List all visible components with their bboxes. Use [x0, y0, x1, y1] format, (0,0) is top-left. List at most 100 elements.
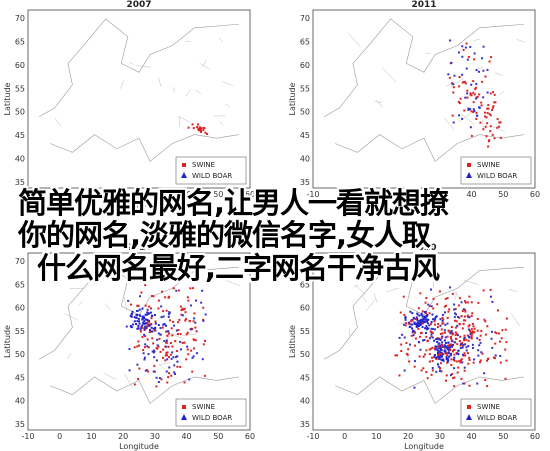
outbreak-point — [484, 125, 487, 128]
outbreak-point — [166, 334, 169, 337]
outbreak-point — [143, 328, 146, 331]
outbreak-point — [195, 352, 198, 355]
outbreak-point — [404, 318, 407, 321]
outbreak-point — [440, 359, 443, 362]
outbreak-point — [498, 332, 501, 335]
x-tick-label: 60 — [530, 190, 540, 199]
outbreak-point — [479, 121, 482, 124]
outbreak-point — [444, 331, 447, 334]
outbreak-point — [472, 111, 475, 114]
outbreak-point — [144, 335, 147, 338]
outbreak-point — [448, 343, 451, 346]
outbreak-point — [169, 342, 172, 345]
outbreak-point — [420, 369, 423, 372]
outbreak-point — [447, 351, 450, 354]
outbreak-point — [138, 367, 141, 370]
outbreak-point — [487, 357, 490, 360]
y-tick-label: 55 — [15, 84, 25, 93]
outbreak-point — [477, 106, 480, 109]
outbreak-point — [459, 361, 462, 364]
outbreak-point — [416, 319, 419, 322]
outbreak-point — [447, 73, 450, 76]
outbreak-point — [467, 345, 470, 348]
outbreak-point — [438, 350, 441, 353]
outbreak-point — [449, 352, 452, 355]
border — [473, 39, 480, 41]
outbreak-point — [463, 352, 466, 355]
outbreak-point — [469, 92, 472, 95]
outbreak-point — [130, 303, 133, 306]
outbreak-point — [470, 337, 473, 340]
outbreak-point — [436, 326, 439, 329]
y-tick-label: 55 — [300, 327, 310, 336]
outbreak-point — [412, 334, 415, 337]
y-tick-label: 50 — [15, 350, 25, 359]
outbreak-point — [470, 110, 473, 113]
outbreak-point — [475, 69, 478, 72]
outbreak-point — [445, 357, 448, 360]
outbreak-point — [446, 344, 449, 347]
outbreak-point — [426, 326, 429, 329]
outbreak-point — [419, 348, 422, 351]
outbreak-point — [394, 354, 397, 357]
outbreak-point — [445, 352, 448, 355]
outbreak-point — [186, 296, 189, 299]
outbreak-point — [465, 346, 468, 349]
outbreak-point — [470, 334, 473, 337]
outbreak-point — [457, 315, 460, 318]
outbreak-point — [488, 60, 491, 63]
map-panel: 2007 -10 0 10 20 30 40 50 60 35 40 45 50 55 60 65 70 Long… — [3, 0, 255, 209]
outbreak-point — [433, 355, 436, 358]
outbreak-point — [454, 326, 457, 329]
outbreak-point — [476, 114, 479, 117]
outbreak-point — [422, 339, 425, 342]
outbreak-point — [413, 344, 416, 347]
outbreak-point — [421, 310, 424, 313]
outbreak-point — [409, 310, 412, 313]
outbreak-point — [133, 346, 136, 349]
outbreak-point — [165, 339, 168, 342]
outbreak-point — [462, 308, 465, 311]
outbreak-point — [472, 325, 475, 328]
outbreak-point — [461, 327, 464, 330]
outbreak-point — [143, 320, 146, 323]
outbreak-point — [153, 314, 156, 317]
border — [64, 313, 78, 320]
outbreak-point — [498, 125, 501, 128]
outbreak-point — [459, 347, 462, 350]
outbreak-point — [175, 355, 178, 358]
outbreak-point — [475, 111, 478, 114]
y-tick-label: 35 — [15, 420, 25, 429]
outbreak-point — [435, 370, 438, 373]
outbreak-point — [434, 318, 437, 321]
outbreak-point — [492, 105, 495, 108]
border — [499, 91, 504, 96]
outbreak-point — [464, 96, 467, 99]
outbreak-point — [433, 320, 436, 323]
outbreak-point — [153, 327, 156, 330]
outbreak-point — [489, 295, 492, 298]
outbreak-point — [495, 332, 498, 335]
outbreak-point — [456, 352, 459, 355]
outbreak-point — [412, 316, 415, 319]
outbreak-point — [202, 306, 205, 309]
outbreak-point — [140, 291, 143, 294]
outbreak-point — [191, 356, 194, 359]
outbreak-point — [504, 328, 507, 331]
panel-title: 2007 — [126, 0, 151, 10]
outbreak-point — [471, 330, 474, 333]
outbreak-point — [420, 321, 423, 324]
outbreak-point — [463, 300, 466, 303]
y-tick-label: 45 — [15, 373, 25, 382]
outbreak-point — [467, 56, 470, 59]
outbreak-point — [467, 362, 470, 365]
outbreak-point — [423, 338, 426, 341]
outbreak-point — [418, 355, 421, 358]
legend-label: WILD BOAR — [192, 172, 232, 180]
border — [182, 333, 197, 336]
x-tick-label: 20 — [403, 432, 413, 441]
outbreak-point — [192, 127, 195, 130]
outbreak-point — [418, 335, 421, 338]
outbreak-point — [494, 331, 497, 334]
outbreak-point — [446, 316, 449, 319]
